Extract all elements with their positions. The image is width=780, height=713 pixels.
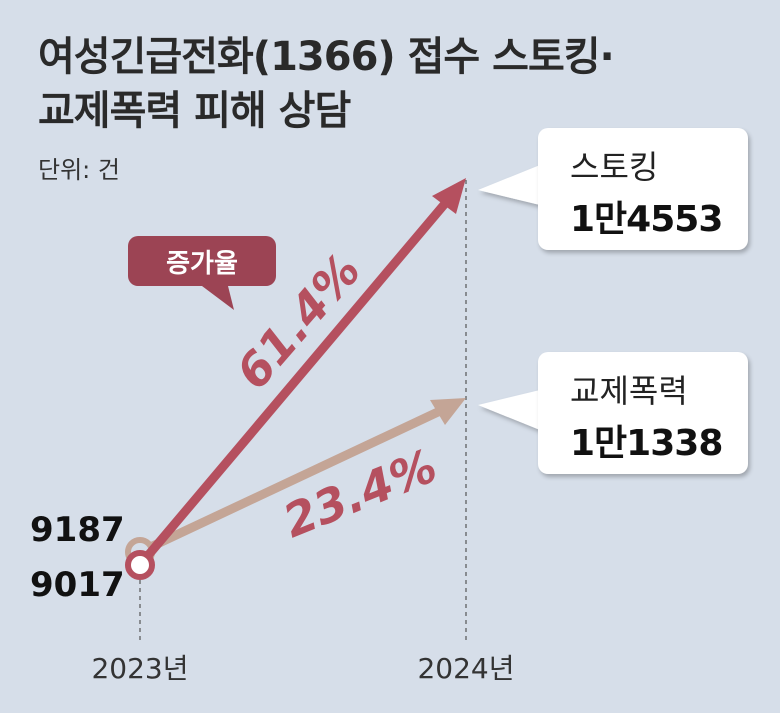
dating-callout: 교제폭력 1만1338 [538, 352, 748, 474]
dating-callout-pointer [478, 390, 540, 430]
stalking-callout-name: 스토킹 [570, 148, 659, 186]
unit-label: 단위: 건 [38, 156, 120, 184]
dating-arrow-line [138, 406, 442, 557]
dating-callout-value: 1만1338 [570, 423, 723, 464]
stalking-arrow-line [136, 197, 452, 568]
x-tick-2024: 2024년 [417, 652, 514, 685]
stalking-callout-pointer [478, 165, 540, 205]
growth-badge-text: 증가율 [166, 249, 238, 279]
dating-start-value: 9187 [30, 510, 125, 550]
chart-title: 여성긴급전화(1366) 접수 스토킹· 교제폭력 피해 상담 [38, 30, 615, 138]
dating-growth-label: 23.4% [276, 438, 444, 548]
dating-callout-name: 교제폭력 [570, 372, 688, 410]
stalking-callout: 스토킹 1만4553 [538, 128, 748, 250]
title-line-1: 여성긴급전화(1366) 접수 스토킹· [38, 34, 615, 80]
growth-badge [128, 236, 276, 310]
dating-arrow-head [430, 398, 466, 425]
stalking-arrow-head [432, 178, 466, 214]
x-tick-2023: 2023년 [91, 652, 188, 685]
stalking-start-value: 9017 [30, 565, 125, 605]
stalking-callout-value: 1만4553 [570, 199, 723, 240]
stalking-start-point [125, 550, 155, 580]
title-line-2: 교제폭력 피해 상담 [38, 88, 351, 134]
